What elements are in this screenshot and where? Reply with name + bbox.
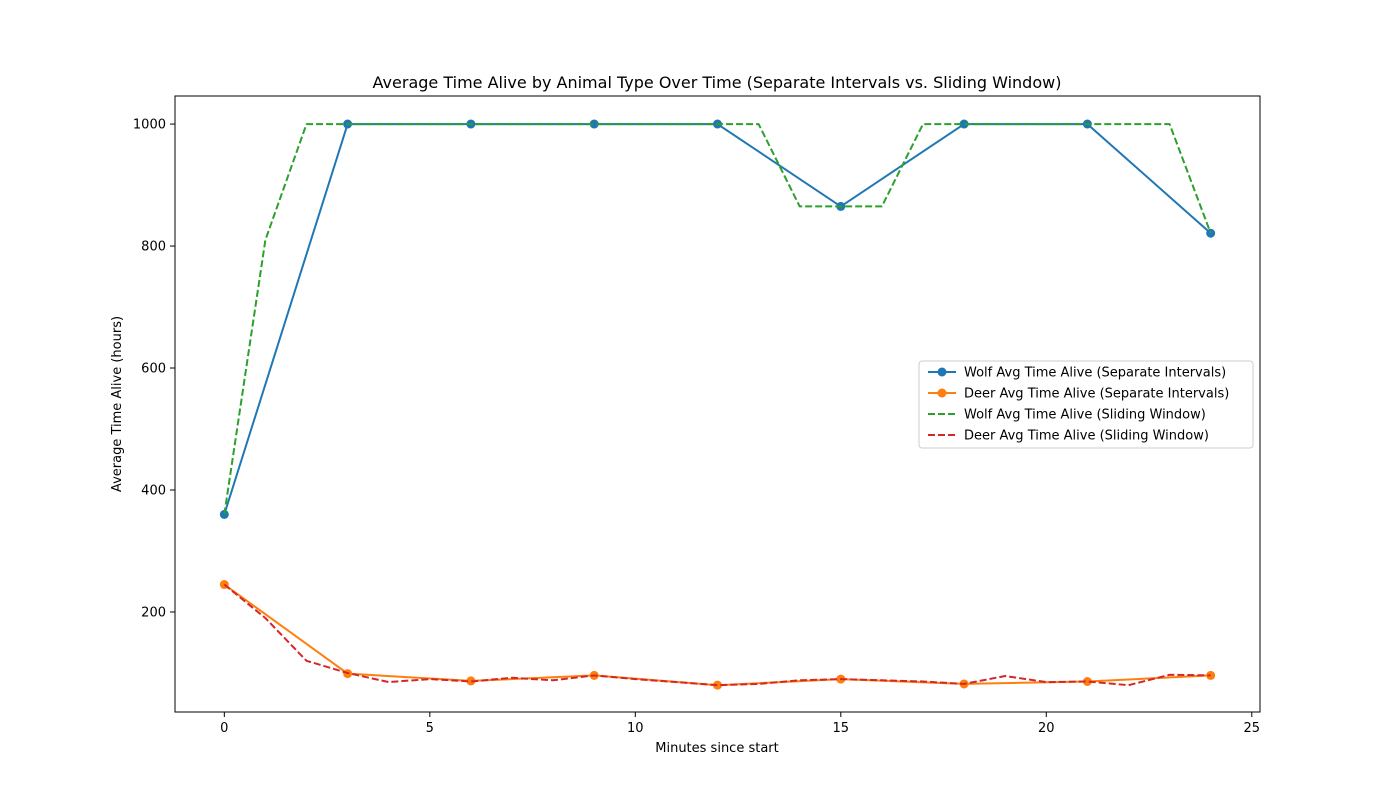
- y-tick-label: 800: [141, 240, 166, 255]
- x-tick-label: 25: [1244, 721, 1261, 736]
- x-tick-label: 10: [627, 721, 644, 736]
- legend-marker: [937, 388, 947, 398]
- legend-entry: Wolf Avg Time Alive (Sliding Window): [928, 408, 1206, 423]
- series-line-4: [223, 583, 1211, 687]
- legend: Wolf Avg Time Alive (Separate Intervals)…: [918, 360, 1254, 449]
- legend-label: Deer Avg Time Alive (Separate Intervals): [964, 387, 1229, 402]
- series-2-point: [466, 676, 476, 686]
- legend-label: Deer Avg Time Alive (Sliding Window): [964, 429, 1209, 444]
- series-1-point: [1206, 228, 1216, 238]
- x-tick-label: 20: [1038, 721, 1055, 736]
- series-2-point: [1082, 677, 1092, 687]
- legend-box: [918, 360, 1254, 449]
- legend-entry: Deer Avg Time Alive (Separate Intervals): [928, 387, 1229, 402]
- x-axis: 0 5 10 15 20 25: [220, 712, 1260, 736]
- legend-entry: Deer Avg Time Alive (Sliding Window): [928, 429, 1209, 444]
- y-tick-label: 400: [141, 483, 166, 498]
- chart-title: Average Time Alive by Animal Type Over T…: [373, 73, 1062, 92]
- series-line-3: [223, 123, 1212, 515]
- x-tick-label: 15: [833, 721, 850, 736]
- y-tick-label: 1000: [133, 118, 166, 133]
- series-2-point: [713, 680, 722, 690]
- legend-entry: Wolf Avg Time Alive (Separate Intervals): [928, 366, 1226, 381]
- legend-marker: [937, 367, 947, 377]
- x-tick-label: 0: [220, 721, 228, 736]
- x-axis-label: Minutes since start: [655, 741, 779, 756]
- y-tick-label: 200: [141, 605, 166, 620]
- y-axis-label: Average Time Alive (hours): [110, 316, 125, 492]
- y-axis: 200 400 600 800 1000: [133, 118, 175, 620]
- plot-area: [219, 119, 1216, 690]
- series-line-1: [223, 123, 1212, 515]
- y-tick-label: 600: [141, 362, 166, 377]
- series-line-2: [223, 583, 1211, 687]
- series-1-point: [959, 119, 969, 129]
- legend-label: Wolf Avg Time Alive (Separate Intervals): [964, 366, 1226, 381]
- x-tick-label: 5: [426, 721, 434, 736]
- legend-label: Wolf Avg Time Alive (Sliding Window): [964, 408, 1206, 423]
- series-1-point: [589, 119, 599, 129]
- plot-frame: [174, 95, 1261, 713]
